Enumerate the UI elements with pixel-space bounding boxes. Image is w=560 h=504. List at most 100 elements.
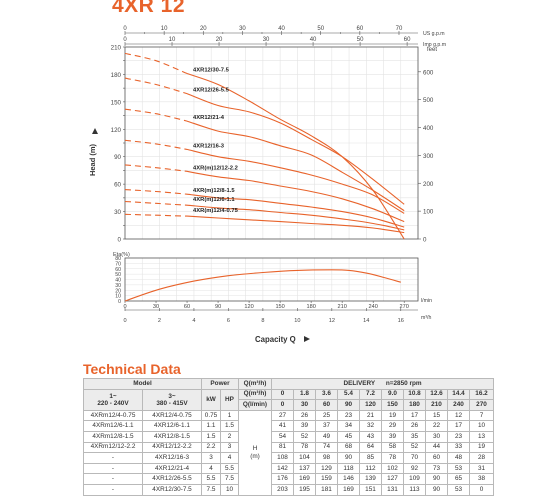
table-cell: -	[83, 462, 143, 475]
imp-gpm-label: Imp g.p.m	[423, 42, 446, 48]
lmin-tick-label: 0	[123, 304, 126, 310]
head-value-cell: 15	[425, 409, 448, 422]
q-m3h-value: 1.8	[293, 388, 316, 401]
axes-layer	[123, 31, 421, 311]
m3h-tick-label: 12	[329, 318, 335, 324]
head-unit-cell: H (m)	[238, 409, 272, 496]
head-value-cell: 137	[293, 462, 316, 475]
curve-dashed-4XR(m)12/8-1.5	[124, 189, 188, 195]
y-tick-label: 120	[111, 127, 122, 134]
head-value-cell: 159	[315, 473, 338, 485]
lmin-tick-label: 90	[215, 304, 221, 310]
head-value-cell: 142	[271, 462, 294, 475]
table-cell: 1.5	[220, 420, 239, 432]
y-tick-label: 30	[114, 209, 121, 216]
q-lmin-value: 90	[337, 399, 360, 411]
table-cell: 4	[201, 462, 221, 475]
head-value-cell: 39	[293, 420, 316, 432]
q-lmin-value: 30	[293, 399, 316, 411]
table-cell: 2	[220, 430, 239, 443]
head-value-cell: 118	[337, 462, 360, 475]
head-value-cell: 29	[381, 420, 404, 432]
head-value-cell: 203	[271, 483, 294, 496]
curve-label: 4XR(m)12/4-0.75	[193, 208, 239, 214]
head-value-cell: 23	[447, 430, 470, 443]
imp-gpm-tick-label: 10	[169, 37, 176, 43]
table-cell: 3	[201, 452, 221, 464]
q-lmin-value: 150	[381, 399, 404, 411]
curve-dashed-4XR(m)12/6-1.1	[124, 200, 188, 206]
head-value-cell: 43	[359, 430, 382, 443]
table-cell: -	[83, 473, 143, 485]
q-lmin-value: 240	[447, 399, 470, 411]
eta-axis-title: Eta(%)	[113, 252, 130, 258]
table-cell: 1.5	[201, 430, 221, 443]
curve-label: 4XR12/26-5.5	[193, 88, 230, 94]
lmin-tick-label: 60	[184, 304, 190, 310]
curve-4XR(m)12/4-0.75	[186, 215, 405, 234]
m3h-tick-label: 14	[363, 318, 369, 324]
head-value-cell: 78	[293, 441, 316, 454]
curve-label: 4XR(m)12/12-2.2	[193, 165, 238, 171]
head-value-cell: 176	[271, 473, 294, 485]
head-value-cell: 181	[315, 483, 338, 496]
table-cell: 4XR12/16-3	[142, 452, 202, 464]
table-cell: 3	[220, 441, 239, 454]
eta-tick-label: 40	[115, 278, 121, 284]
lmin-tick-label: 240	[369, 304, 378, 310]
head-value-cell: 52	[403, 441, 426, 454]
head-value-cell: 65	[447, 473, 470, 485]
m3h-label: m³/h	[421, 315, 431, 321]
us-gpm-tick-label: 10	[161, 26, 168, 32]
head-value-cell: 33	[447, 441, 470, 454]
head-value-cell: 22	[425, 420, 448, 432]
y2-tick-label: 400	[423, 125, 434, 132]
y2-tick-label: 200	[423, 181, 434, 188]
head-value-cell: 90	[425, 473, 448, 485]
curve-dashed-4XR(m)12/4-0.75	[124, 213, 188, 217]
lmin-tick-label: 150	[275, 304, 284, 310]
imp-gpm-tick-label: 60	[404, 37, 411, 43]
head-value-cell: 12	[447, 409, 470, 422]
head-value-cell: 30	[425, 430, 448, 443]
head-value-cell: 146	[337, 473, 360, 485]
q-lmin-value: 180	[403, 399, 426, 411]
q-lmin-value: 60	[315, 399, 338, 411]
delivery-header: DELIVERY n=2850 rpm	[270, 378, 495, 390]
table-cell: 1.1	[201, 420, 221, 432]
curve-4XR(m)12/12-2.2	[186, 170, 405, 223]
m3h-tick-label: 0	[123, 318, 126, 324]
curve-label: 4XR(m)12/8-1.5	[193, 188, 235, 194]
curves-layer	[124, 52, 405, 302]
head-value-cell: 108	[271, 452, 294, 464]
head-value-cell: 34	[337, 420, 360, 432]
curve-dashed-4XR12/30-7.5	[124, 52, 188, 75]
head-value-cell: 19	[381, 409, 404, 422]
table-cell: 4XR12/30-7.5	[142, 483, 202, 496]
table-cell: 4XR12/12-2.2	[142, 441, 202, 454]
imp-gpm-tick-label: 30	[263, 37, 270, 43]
curve-label: 4XR(m)12/6-1.1	[193, 197, 235, 203]
head-value-cell: 112	[359, 462, 382, 475]
table-cell: 4XR12/8-1.5	[142, 430, 202, 443]
head-value-cell: 90	[425, 483, 448, 496]
eta-tick-label: 20	[115, 288, 121, 294]
head-value-cell: 60	[425, 452, 448, 464]
table-row: -4XR12/21-4 4 5.5 142 137 129 118 112 102 92 73 53 3…	[83, 462, 495, 475]
head-value-cell: 52	[293, 430, 316, 443]
y-tick-label: 60	[114, 182, 121, 189]
q-m3h-value: 12.6	[425, 388, 448, 401]
head-value-cell: 26	[403, 420, 426, 432]
curve-4XR12/30-7.5	[186, 72, 405, 240]
table-cell: 4XRm12/4-0.75	[83, 409, 143, 422]
eta-tick-label: 80	[115, 256, 121, 262]
table-cell: 4XR12/26-5.5	[142, 473, 202, 485]
head-value-cell: 17	[403, 409, 426, 422]
table-row: 4XRm12/6-1.1 4XR12/6-1.1 1.1 1.5 41 39 37 34 32 2…	[83, 420, 495, 432]
lmin-tick-label: 30	[153, 304, 159, 310]
head-value-cell: 49	[315, 430, 338, 443]
q-lmin-value: 270	[468, 399, 495, 411]
curve-dashed-4XR12/21-4	[124, 108, 188, 122]
m3h-tick-label: 16	[398, 318, 404, 324]
